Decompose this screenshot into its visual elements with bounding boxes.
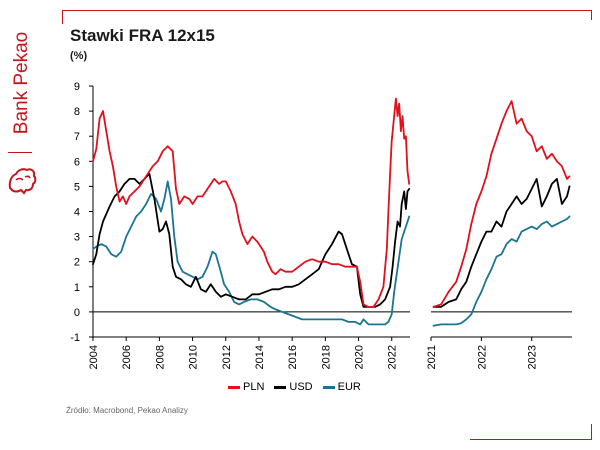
legend-swatch — [274, 385, 287, 389]
chart-legend: PLN USD EUR — [228, 381, 361, 393]
series-line-eur — [92, 180, 411, 326]
y-tick-label: 6 — [74, 156, 80, 168]
x-tick-label: 2010 — [188, 345, 200, 369]
y-tick-label: 3 — [74, 232, 80, 244]
frame-left-border — [62, 10, 63, 24]
legend-item-eur: EUR — [322, 381, 361, 393]
brand-divider — [8, 152, 32, 153]
y-tick-label: 2 — [74, 257, 80, 269]
x-tick-label: 2021 — [426, 345, 438, 369]
y-tick-label: 5 — [74, 181, 80, 193]
y-tick-label: -1 — [70, 332, 80, 344]
frame-top-border — [62, 10, 592, 11]
x-tick-label: 2012 — [221, 345, 233, 369]
x-tick-label: 2020 — [354, 345, 366, 369]
x-tick-label: 2008 — [154, 345, 166, 369]
x-tick-label: 2018 — [320, 345, 332, 369]
x-tick-label: 2022 — [476, 345, 488, 369]
frame-bottom-border — [470, 439, 591, 440]
source-note: Źródło: Macrobond, Pekao Analizy — [66, 406, 188, 415]
y-tick-label: 4 — [74, 207, 80, 219]
bison-logo-icon — [8, 168, 37, 195]
series-line-pln — [92, 97, 411, 308]
legend-label: USD — [289, 381, 313, 393]
x-tick-label: 2016 — [287, 345, 299, 369]
brand-sidebar: Bank Pekao — [0, 0, 46, 450]
series-line-usd — [92, 172, 411, 308]
chart-title: Stawki FRA 12x15 — [70, 26, 215, 45]
legend-item-usd: USD — [274, 381, 313, 393]
x-tick-label: 2004 — [88, 345, 100, 369]
x-tick-label: 2006 — [121, 345, 133, 369]
chart-unit-label: (%) — [70, 50, 88, 62]
legend-label: EUR — [337, 381, 361, 393]
legend-swatch — [322, 385, 335, 389]
y-tick-label: 0 — [74, 307, 80, 319]
series-line-eur — [432, 215, 571, 327]
x-tick-label: 2022 — [387, 345, 399, 369]
x-tick-label: 2014 — [254, 345, 266, 369]
frame-bottom-right-border — [591, 424, 592, 440]
y-tick-label: 1 — [74, 282, 80, 294]
legend-label: PLN — [243, 381, 265, 393]
legend-item-pln: PLN — [228, 381, 264, 393]
x-tick-label: 2023 — [527, 345, 539, 369]
y-tick-label: 7 — [74, 131, 80, 143]
frame-right-border — [591, 10, 592, 20]
legend-swatch — [228, 385, 240, 389]
y-tick-label: 8 — [74, 106, 80, 118]
y-tick-label: 9 — [74, 81, 80, 93]
series-line-pln — [432, 100, 571, 308]
series-line-usd — [432, 178, 571, 308]
